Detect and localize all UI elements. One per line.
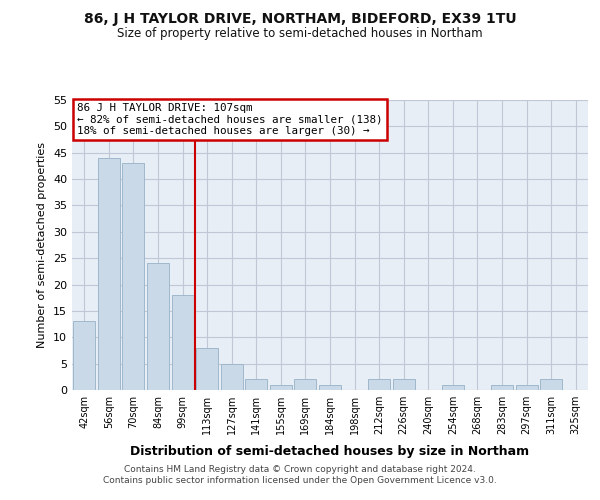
Bar <box>122 164 145 390</box>
Bar <box>319 384 341 390</box>
Text: Contains HM Land Registry data © Crown copyright and database right 2024.: Contains HM Land Registry data © Crown c… <box>124 465 476 474</box>
X-axis label: Distribution of semi-detached houses by size in Northam: Distribution of semi-detached houses by … <box>130 446 530 458</box>
Bar <box>270 384 292 390</box>
Bar <box>515 384 538 390</box>
Text: 86 J H TAYLOR DRIVE: 107sqm
← 82% of semi-detached houses are smaller (138)
18% : 86 J H TAYLOR DRIVE: 107sqm ← 82% of sem… <box>77 103 383 136</box>
Text: Contains public sector information licensed under the Open Government Licence v3: Contains public sector information licen… <box>103 476 497 485</box>
Bar <box>392 380 415 390</box>
Text: 86, J H TAYLOR DRIVE, NORTHAM, BIDEFORD, EX39 1TU: 86, J H TAYLOR DRIVE, NORTHAM, BIDEFORD,… <box>83 12 517 26</box>
Bar <box>491 384 513 390</box>
Y-axis label: Number of semi-detached properties: Number of semi-detached properties <box>37 142 47 348</box>
Bar <box>221 364 243 390</box>
Bar <box>368 380 390 390</box>
Bar <box>295 380 316 390</box>
Bar <box>196 348 218 390</box>
Bar <box>245 380 268 390</box>
Bar <box>98 158 120 390</box>
Bar <box>73 322 95 390</box>
Text: Size of property relative to semi-detached houses in Northam: Size of property relative to semi-detach… <box>117 28 483 40</box>
Bar <box>147 264 169 390</box>
Bar <box>172 295 194 390</box>
Bar <box>442 384 464 390</box>
Bar <box>540 380 562 390</box>
